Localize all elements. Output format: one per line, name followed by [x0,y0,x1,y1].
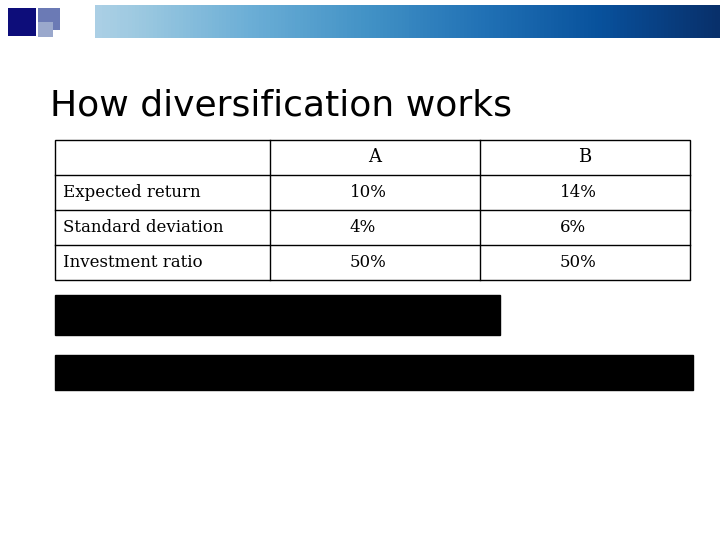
Bar [38,8,60,30]
Text: B: B [578,148,592,166]
Text: 10%: 10% [350,184,387,201]
Bar [55,295,500,335]
Text: Expected return: Expected return [63,184,201,201]
Text: Standard deviation: Standard deviation [63,219,223,236]
Bar [55,140,690,280]
Text: How diversification works: How diversification works [50,88,512,122]
Text: 50%: 50% [560,254,597,271]
Text: 6%: 6% [560,219,586,236]
Text: 4%: 4% [350,219,376,236]
Text: 14%: 14% [560,184,597,201]
Text: 50%: 50% [350,254,387,271]
Bar [55,355,693,390]
Text: Investment ratio: Investment ratio [63,254,202,271]
Bar [8,8,36,36]
Text: A: A [369,148,382,166]
Bar [38,22,53,37]
